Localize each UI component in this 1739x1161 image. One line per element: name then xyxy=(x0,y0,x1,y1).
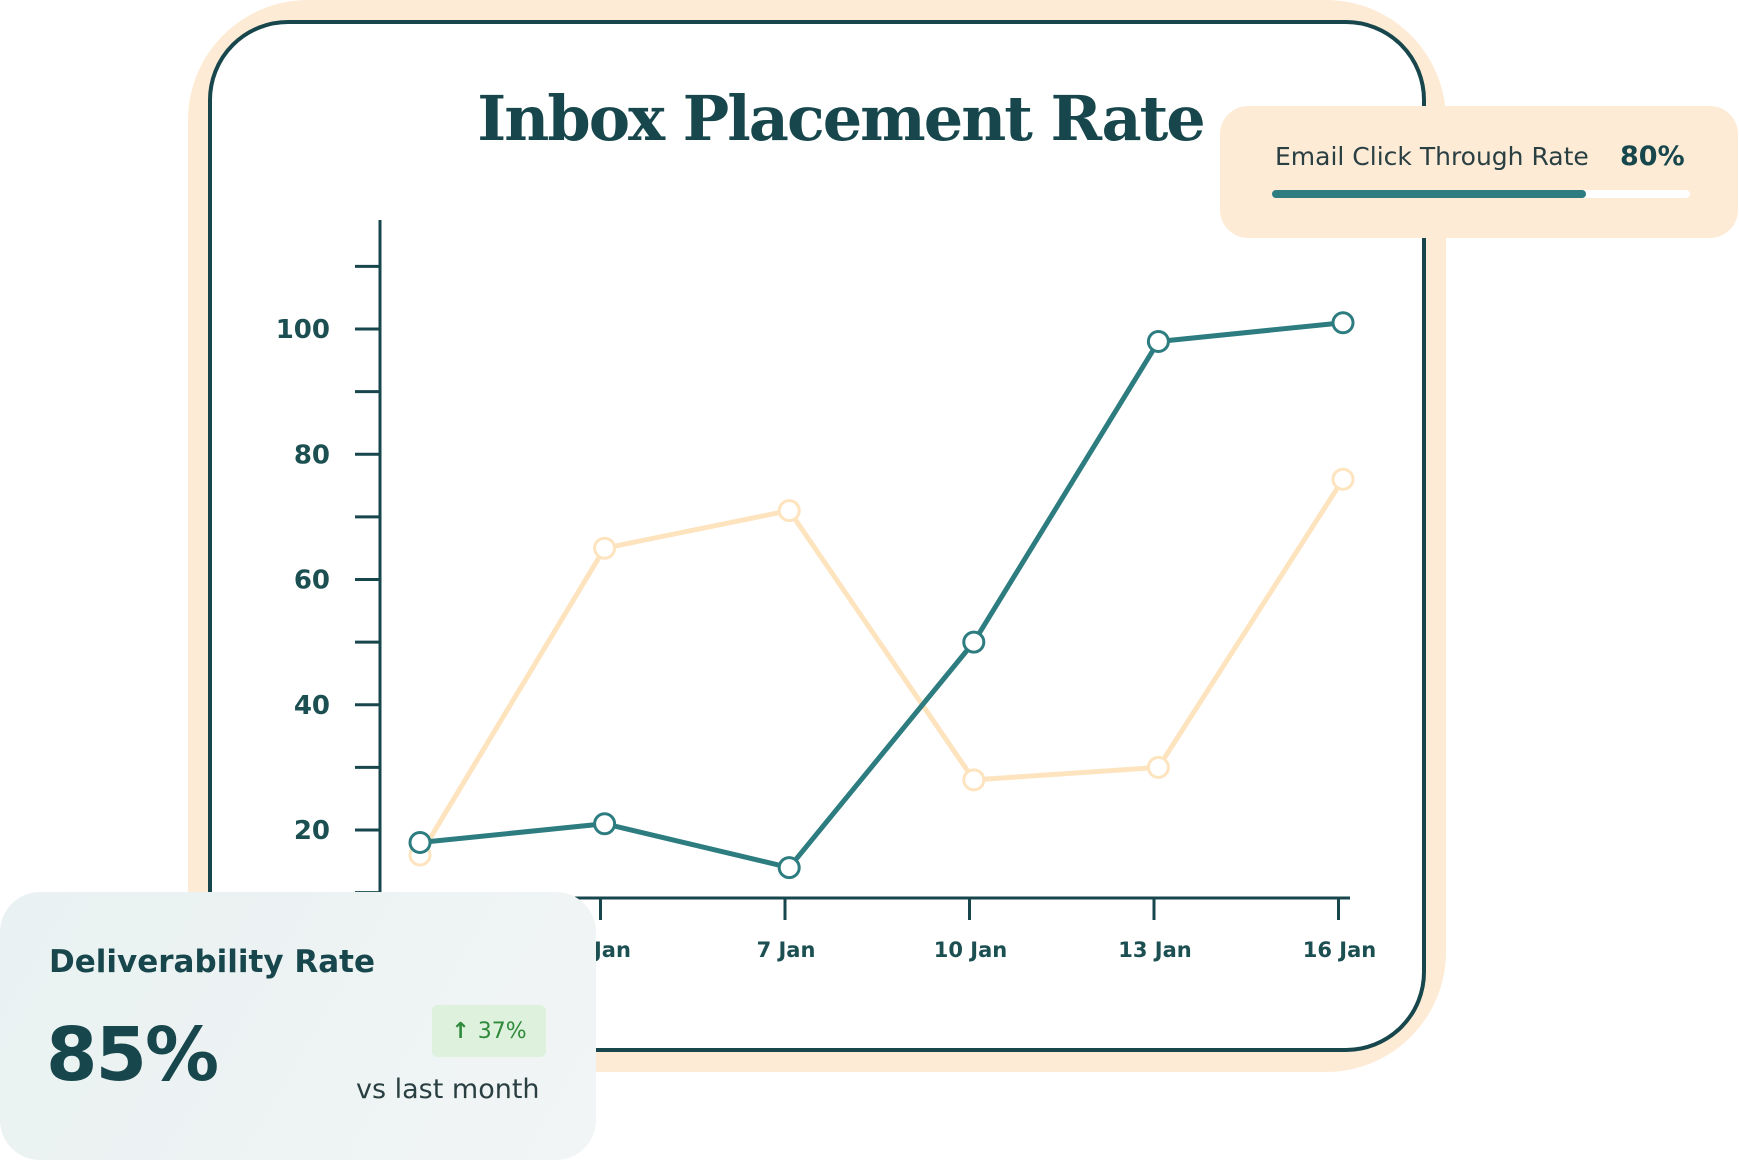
data-point xyxy=(1331,467,1355,491)
y-tick-label: 40 xyxy=(294,691,330,721)
comparison-label: vs last month xyxy=(356,1074,540,1105)
y-tick-label: 60 xyxy=(294,566,330,596)
data-point xyxy=(1331,311,1355,335)
click-through-value: 80% xyxy=(1620,141,1685,172)
click-through-card: Email Click Through Rate 80% xyxy=(1220,106,1738,238)
deliverability-title: Deliverability Rate xyxy=(49,944,375,980)
y-tick-label: 100 xyxy=(276,315,330,345)
y-tick-label: 80 xyxy=(294,440,330,470)
data-point xyxy=(777,856,801,880)
data-point xyxy=(1146,330,1170,354)
series-line xyxy=(417,320,1346,871)
x-tick-label: 7 Jan xyxy=(757,938,816,962)
x-tick-label: 13 Jan xyxy=(1118,938,1191,962)
arrow-up-icon: ↑ xyxy=(451,1018,470,1044)
x-tick-label: 10 Jan xyxy=(934,938,1007,962)
click-through-progress-fill xyxy=(1272,190,1586,198)
y-tick-label: 20 xyxy=(294,816,330,846)
data-point xyxy=(1146,755,1170,779)
data-point xyxy=(593,812,617,836)
x-tick-label: 16 Jan xyxy=(1303,938,1376,962)
click-through-label: Email Click Through Rate xyxy=(1275,142,1589,171)
click-through-progress-track xyxy=(1272,190,1690,198)
data-point xyxy=(962,630,986,654)
change-badge: ↑ 37% xyxy=(432,1005,546,1057)
deliverability-card: Deliverability Rate 85% ↑ 37% vs last mo… xyxy=(0,892,596,1160)
data-point xyxy=(777,499,801,523)
data-point xyxy=(408,831,432,855)
change-value: 37% xyxy=(477,1018,527,1044)
data-point xyxy=(962,768,986,792)
data-point xyxy=(593,536,617,560)
series-line xyxy=(417,476,1346,858)
chart-title: Inbox Placement Rate xyxy=(477,82,1205,155)
deliverability-value: 85% xyxy=(46,1012,219,1098)
